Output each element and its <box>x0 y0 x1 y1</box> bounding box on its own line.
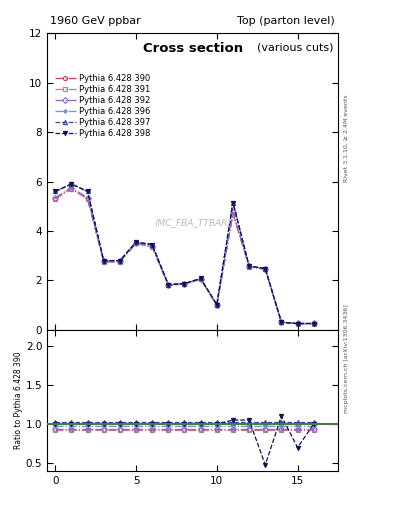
Legend: Pythia 6.428 390, Pythia 6.428 391, Pythia 6.428 392, Pythia 6.428 396, Pythia 6: Pythia 6.428 390, Pythia 6.428 391, Pyth… <box>52 71 154 142</box>
Text: Cross section: Cross section <box>143 42 242 55</box>
Y-axis label: Ratio to Pythia 6.428 390: Ratio to Pythia 6.428 390 <box>14 352 23 449</box>
Text: Rivet 3.1.10, ≥ 2.4M events: Rivet 3.1.10, ≥ 2.4M events <box>344 94 349 182</box>
Text: mcplots.cern.ch [arXiv:1306.3436]: mcplots.cern.ch [arXiv:1306.3436] <box>344 304 349 413</box>
Text: Top (parton level): Top (parton level) <box>237 16 335 26</box>
Text: 1960 GeV ppbar: 1960 GeV ppbar <box>50 16 141 26</box>
Text: (MC_FBA_TTBAR): (MC_FBA_TTBAR) <box>154 219 231 227</box>
Text: (various cuts): (various cuts) <box>257 42 333 52</box>
